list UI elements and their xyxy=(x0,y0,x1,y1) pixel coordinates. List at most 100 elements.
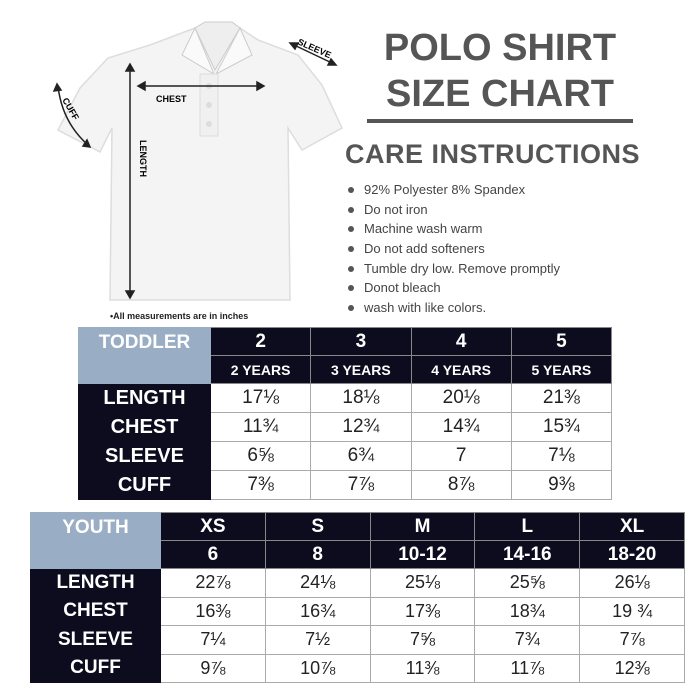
size-header: XS xyxy=(160,512,266,541)
row-label: LENGTH xyxy=(78,383,211,413)
row-label: CUFF xyxy=(30,653,161,683)
size-header: S xyxy=(264,512,371,541)
care-item: 92% Polyester 8% Spandex xyxy=(348,180,560,200)
measurement-cell: 7⅛ xyxy=(510,441,613,471)
care-item: wash with like colors. xyxy=(348,298,560,318)
row-label: SLEEVE xyxy=(78,441,211,471)
measurement-cell: 21⅜ xyxy=(510,383,613,413)
page-title-line2: SIZE CHART xyxy=(386,73,614,115)
care-text: Do not add softeners xyxy=(364,241,485,257)
care-item: Tumble dry low. Remove promptly xyxy=(348,259,560,279)
care-item: Do not add softeners xyxy=(348,239,560,259)
row-label: SLEEVE xyxy=(30,625,161,655)
measurement-cell: 18⅛ xyxy=(310,383,412,413)
measurement-cell: 24⅛ xyxy=(264,568,371,598)
age-header: 6 xyxy=(160,540,266,569)
measurement-cell: 12⅜ xyxy=(579,653,685,683)
bullet-icon xyxy=(348,245,354,252)
table-group-label: YOUTH xyxy=(30,512,161,569)
care-heading: CARE INSTRUCTIONS xyxy=(345,139,641,169)
size-header: 2 xyxy=(209,327,312,356)
row-label: LENGTH xyxy=(30,568,161,598)
care-text: Donot bleach xyxy=(364,280,441,296)
measurement-cell: 19 ¾ xyxy=(579,596,685,626)
length-label: LENGTH xyxy=(138,140,148,177)
age-header: 10-12 xyxy=(369,540,476,569)
table-row: LENGTH 22⅞ 24⅛ 25⅛ 25⅝ 26⅛ xyxy=(30,568,685,598)
measurement-cell: 7⅜ xyxy=(209,470,312,500)
measurement-cell: 7 xyxy=(410,441,512,471)
care-list: 92% Polyester 8% Spandex Do not iron Mac… xyxy=(348,180,560,318)
age-header: 4 YEARS xyxy=(410,355,512,384)
toddler-size-table: TODDLER 2 3 4 5 2 YEARS 3 YEARS 4 YEARS 5 YEARS L… xyxy=(78,327,613,500)
care-text: Do not iron xyxy=(364,201,428,217)
size-header: M xyxy=(369,512,476,541)
table-row: CHEST 16⅜ 16¾ 17⅜ 18¾ 19 ¾ xyxy=(30,596,685,626)
polo-shirt-image xyxy=(56,21,343,301)
age-header: 2 YEARS xyxy=(209,355,312,384)
bullet-icon xyxy=(348,285,354,292)
age-header: 5 YEARS xyxy=(510,355,613,384)
measurement-cell: 18¾ xyxy=(474,596,581,626)
age-header: 14-16 xyxy=(474,540,581,569)
table-row: CUFF 9⅞ 10⅞ 11⅜ 11⅞ 12⅜ xyxy=(30,653,685,683)
table-group-label: TODDLER xyxy=(78,327,211,384)
measurement-cell: 6⅝ xyxy=(209,441,312,471)
measurement-cell: 8⅞ xyxy=(410,470,512,500)
title-divider xyxy=(367,119,633,123)
size-header: L xyxy=(474,512,581,541)
size-header: 3 xyxy=(310,327,412,356)
bullet-icon xyxy=(348,304,354,311)
measurement-cell: 11⅞ xyxy=(474,653,581,683)
care-text: 92% Polyester 8% Spandex xyxy=(364,182,526,197)
measurement-cell: 11⅜ xyxy=(369,653,476,683)
youth-size-table: YOUTH XS S M L XL 6 8 10-12 14-16 18-20 LENGTH 22⅞ 24… xyxy=(30,512,685,683)
measurement-cell: 7½ xyxy=(264,625,371,655)
age-header: 3 YEARS xyxy=(310,355,412,384)
measurement-cell: 7¼ xyxy=(160,625,266,655)
measurement-note: •All measurements are in inches xyxy=(110,311,249,321)
size-header: 5 xyxy=(510,327,613,356)
age-header: 8 xyxy=(264,540,371,569)
measurement-cell: 17⅛ xyxy=(209,383,312,413)
measurement-cell: 7⅝ xyxy=(369,625,476,655)
measurement-cell: 7⅞ xyxy=(579,625,685,655)
chest-label: CHEST xyxy=(156,94,187,104)
measurement-cell: 25⅝ xyxy=(474,568,581,598)
measurement-cell: 16¾ xyxy=(264,596,371,626)
care-text: wash with like colors. xyxy=(364,300,487,316)
row-label: CUFF xyxy=(78,470,211,500)
measurement-cell: 22⅞ xyxy=(160,568,266,598)
table-row: SLEEVE 6⅝ 6¾ 7 7⅛ xyxy=(78,441,613,471)
measurement-arrows xyxy=(52,42,338,300)
table-row: CHEST 11¾ 12¾ 14¾ 15¾ xyxy=(78,412,613,442)
measurement-cell: 11¾ xyxy=(209,412,312,442)
measurement-cell: 17⅜ xyxy=(369,596,476,626)
bullet-icon xyxy=(348,206,354,213)
bullet-icon xyxy=(348,226,354,233)
care-item: Do not iron xyxy=(348,200,560,220)
measurement-cell: 9⅞ xyxy=(160,653,266,683)
table-row: SLEEVE 7¼ 7½ 7⅝ 7¾ 7⅞ xyxy=(30,625,685,655)
size-header: XL xyxy=(579,512,685,541)
size-header: 4 xyxy=(410,327,512,356)
measurement-cell: 20⅛ xyxy=(410,383,512,413)
table-row: LENGTH 17⅛ 18⅛ 20⅛ 21⅜ xyxy=(78,383,613,413)
row-label: CHEST xyxy=(78,412,211,442)
page-title-line1: POLO SHIRT xyxy=(383,27,617,69)
measurement-cell: 9⅜ xyxy=(510,470,613,500)
measurement-cell: 7⅞ xyxy=(310,470,412,500)
bullet-icon xyxy=(348,186,354,193)
bullet-icon xyxy=(348,265,354,272)
measurement-cell: 12¾ xyxy=(310,412,412,442)
measurement-cell: 26⅛ xyxy=(579,568,685,598)
measurement-cell: 15¾ xyxy=(510,412,613,442)
measurement-cell: 10⅞ xyxy=(264,653,371,683)
age-header: 18-20 xyxy=(579,540,685,569)
care-item: Donot bleach xyxy=(348,278,560,298)
care-text: Tumble dry low. Remove promptly xyxy=(364,260,561,276)
table-row: CUFF 7⅜ 7⅞ 8⅞ 9⅜ xyxy=(78,470,613,500)
care-text: Machine wash warm xyxy=(364,221,483,237)
care-item: Machine wash warm xyxy=(348,219,560,239)
measurement-cell: 14¾ xyxy=(410,412,512,442)
